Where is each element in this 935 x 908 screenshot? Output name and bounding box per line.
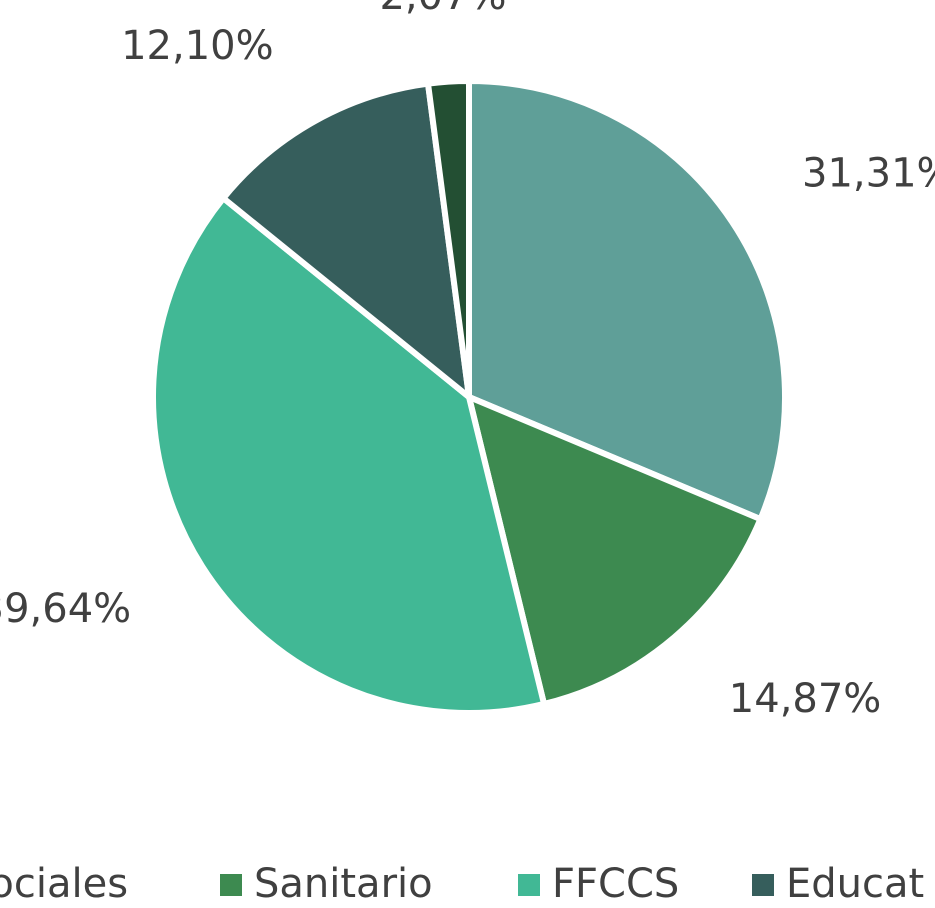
legend-swatch (752, 874, 774, 896)
legend-label: Educat (786, 861, 924, 907)
pie-slice (150, 195, 548, 716)
pie-slice (466, 78, 788, 523)
pie-slice (466, 394, 764, 707)
data-label: 2,07% (379, 0, 506, 19)
pie-slice (425, 78, 472, 400)
legend-swatch (220, 874, 242, 896)
data-label: 14,87% (729, 676, 882, 722)
data-label: 39,64% (0, 586, 131, 632)
legend-label: Sanitario (254, 861, 433, 907)
legend-label: Sociales (0, 861, 128, 907)
pie-slice (220, 80, 472, 400)
data-label: 31,31% (802, 150, 935, 196)
legend-label: FFCCS (552, 861, 679, 907)
data-label: 12,10% (121, 23, 274, 69)
legend-swatch (518, 874, 540, 896)
